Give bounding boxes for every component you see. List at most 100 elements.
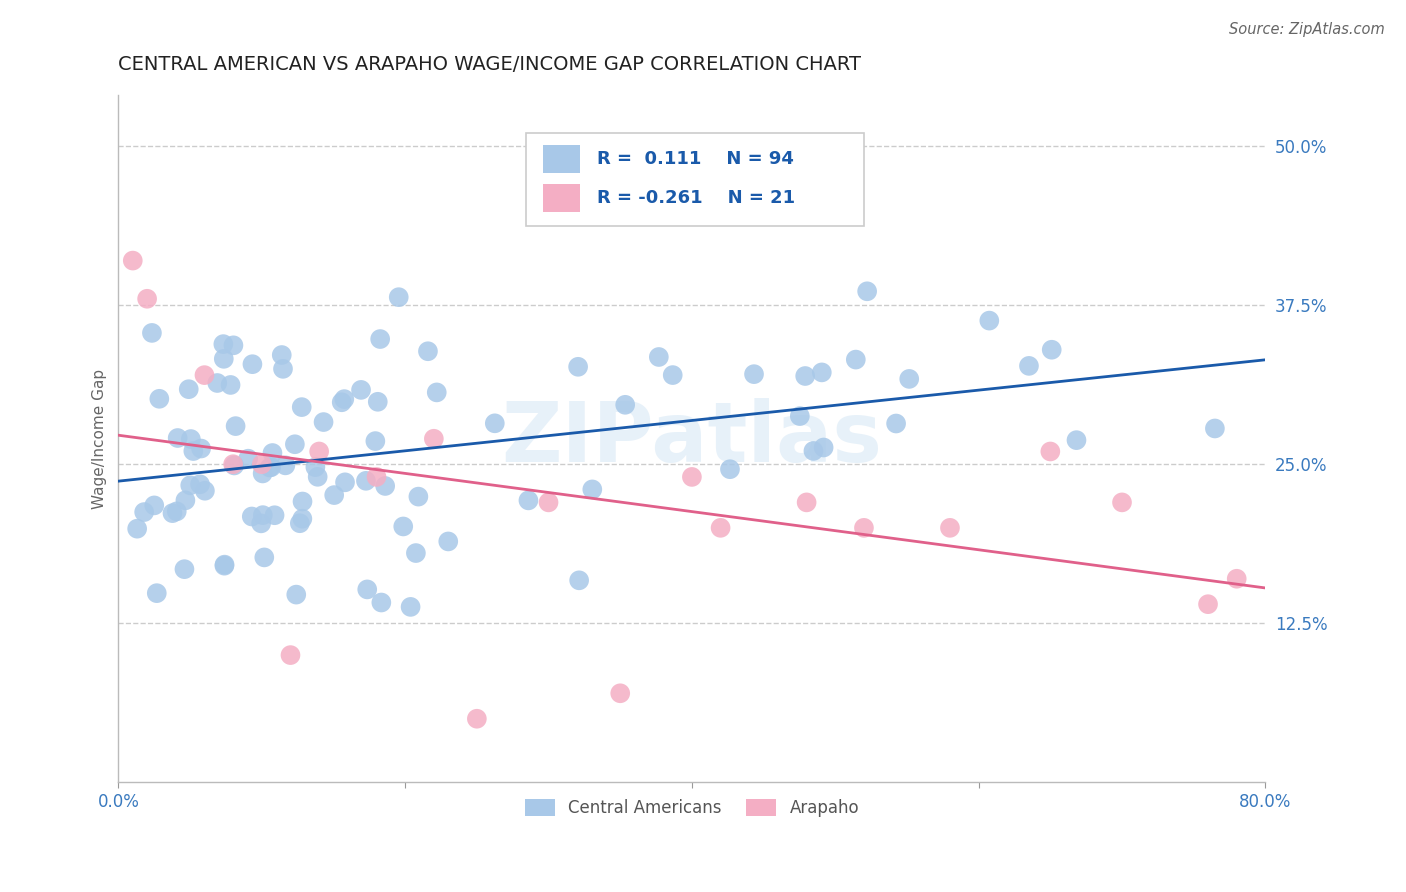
FancyBboxPatch shape [526,133,863,226]
Point [609,686,631,700]
Point [285,588,308,602]
Point [177,382,200,396]
Point [364,434,387,449]
Point [180,432,202,446]
Point [291,400,314,414]
Point [193,368,215,383]
Point [307,470,329,484]
Point [291,494,314,508]
Point [408,490,430,504]
Point [465,712,488,726]
Point [214,558,236,573]
Point [333,475,356,490]
Point [568,574,591,588]
Point [222,457,245,471]
Point [250,516,273,531]
Point [648,350,671,364]
Point [366,470,388,484]
Text: ZIPatlas: ZIPatlas [502,398,883,479]
Point [405,546,427,560]
Point [581,483,603,497]
Point [537,495,560,509]
Point [270,348,292,362]
Point [367,394,389,409]
Point [1018,359,1040,373]
Point [803,444,825,458]
Point [484,417,506,431]
Point [852,521,875,535]
Point [166,431,188,445]
Point [166,504,188,518]
Point [183,444,205,458]
Point [813,441,835,455]
Point [162,506,184,520]
Point [222,338,245,352]
FancyBboxPatch shape [543,145,579,173]
Point [810,365,832,379]
Point [190,442,212,456]
Point [1039,444,1062,458]
Point [426,385,449,400]
Point [312,415,335,429]
Point [212,351,235,366]
Point [179,478,201,492]
Point [253,550,276,565]
Point [567,359,589,374]
Point [260,460,283,475]
Point [1040,343,1063,357]
Point [898,372,921,386]
Point [979,313,1001,327]
Point [354,474,377,488]
Point [399,599,422,614]
Point [796,495,818,509]
Point [1111,495,1133,509]
Point [214,558,236,572]
Point [271,361,294,376]
Point [323,488,346,502]
Point [143,499,166,513]
FancyBboxPatch shape [543,185,579,212]
Point [856,285,879,299]
Point [710,521,733,535]
Point [219,378,242,392]
Point [127,522,149,536]
Point [1226,572,1249,586]
Point [661,368,683,382]
Point [194,483,217,498]
Point [794,369,817,384]
Point [333,392,356,406]
Point [238,451,260,466]
Point [288,516,311,531]
Point [240,509,263,524]
Point [845,352,868,367]
Point [174,493,197,508]
Text: R = -0.261    N = 21: R = -0.261 N = 21 [596,189,794,207]
Point [1066,433,1088,447]
Point [148,392,170,406]
Point [274,458,297,473]
Point [884,417,907,431]
Point [207,376,229,390]
Point [263,508,285,523]
Point [368,332,391,346]
Point [146,586,169,600]
Point [308,444,330,458]
Point [681,470,703,484]
Point [136,292,159,306]
Point [742,367,765,381]
Point [718,462,741,476]
Point [252,508,274,523]
Point [259,460,281,475]
Point [262,446,284,460]
Point [356,582,378,597]
Point [789,409,811,423]
Point [134,505,156,519]
Point [517,493,540,508]
Point [1204,421,1226,435]
Point [284,437,307,451]
Legend: Central Americans, Arapaho: Central Americans, Arapaho [517,792,866,823]
Point [370,595,392,609]
Point [250,457,273,471]
Point [212,337,235,351]
Text: CENTRAL AMERICAN VS ARAPAHO WAGE/INCOME GAP CORRELATION CHART: CENTRAL AMERICAN VS ARAPAHO WAGE/INCOME … [118,55,862,74]
